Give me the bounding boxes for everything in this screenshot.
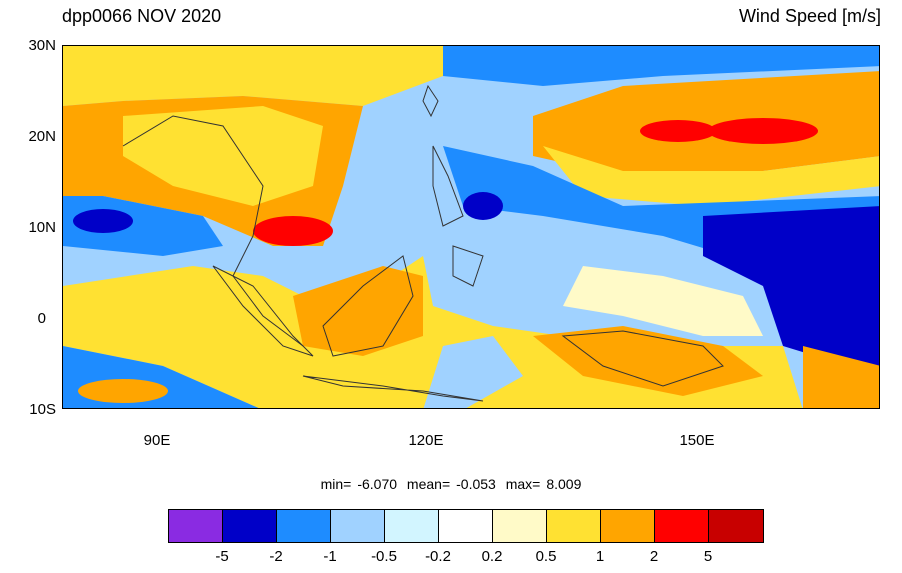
colorbar-swatch — [169, 510, 223, 542]
colorbar-tick-label: 0.2 — [481, 548, 503, 565]
colorbar — [168, 509, 764, 543]
colorbar-tick-label: -5 — [215, 548, 229, 565]
y-label-0: 0 — [37, 310, 46, 327]
stat-mean-label: mean= — [406, 476, 451, 492]
colorbar-swatch — [709, 510, 763, 542]
colorbar-tick-label: -0.5 — [371, 548, 397, 565]
colorbar-tick-label: 1 — [595, 548, 605, 565]
variable-title: Wind Speed [m/s] — [738, 6, 881, 26]
plot-title: dpp0066 NOV 2020 — [62, 6, 222, 26]
colorbar-tick-label: 2 — [649, 548, 659, 565]
colorbar-tick-label: -2 — [269, 548, 283, 565]
y-label-10s: 10S — [29, 401, 56, 418]
stat-max-label: max= — [505, 476, 541, 492]
stat-max-value: 8.009 — [546, 476, 582, 492]
y-label-30n: 30N — [28, 37, 56, 54]
stat-min-label: min= — [320, 476, 352, 492]
colorbar-swatch — [223, 510, 277, 542]
colorbar-swatch — [601, 510, 655, 542]
colorbar-swatch — [655, 510, 709, 542]
colorbar-tick-label: -1 — [323, 548, 337, 565]
wind-speed-field — [63, 46, 879, 408]
map-plot — [62, 45, 880, 409]
stats-line: min= -6.070 mean= -0.053 max= 8.009 — [0, 476, 902, 492]
colorbar-tick-label: -0.2 — [425, 548, 451, 565]
colorbar-swatch — [547, 510, 601, 542]
x-label-120e: 120E — [408, 432, 444, 449]
stat-mean-value: -0.053 — [456, 476, 496, 492]
colorbar-swatch — [493, 510, 547, 542]
colorbar-swatch — [385, 510, 439, 542]
y-label-10n: 10N — [28, 219, 56, 236]
colorbar-swatch — [331, 510, 385, 542]
colorbar-tick-label: 5 — [703, 548, 713, 565]
x-label-90e: 90E — [143, 432, 171, 449]
x-label-150e: 150E — [679, 432, 715, 449]
colorbar-swatch — [439, 510, 493, 542]
colorbar-tick-label: 0.5 — [535, 548, 557, 565]
y-label-20n: 20N — [28, 128, 56, 145]
stat-min-value: -6.070 — [357, 476, 398, 492]
colorbar-swatch — [277, 510, 331, 542]
